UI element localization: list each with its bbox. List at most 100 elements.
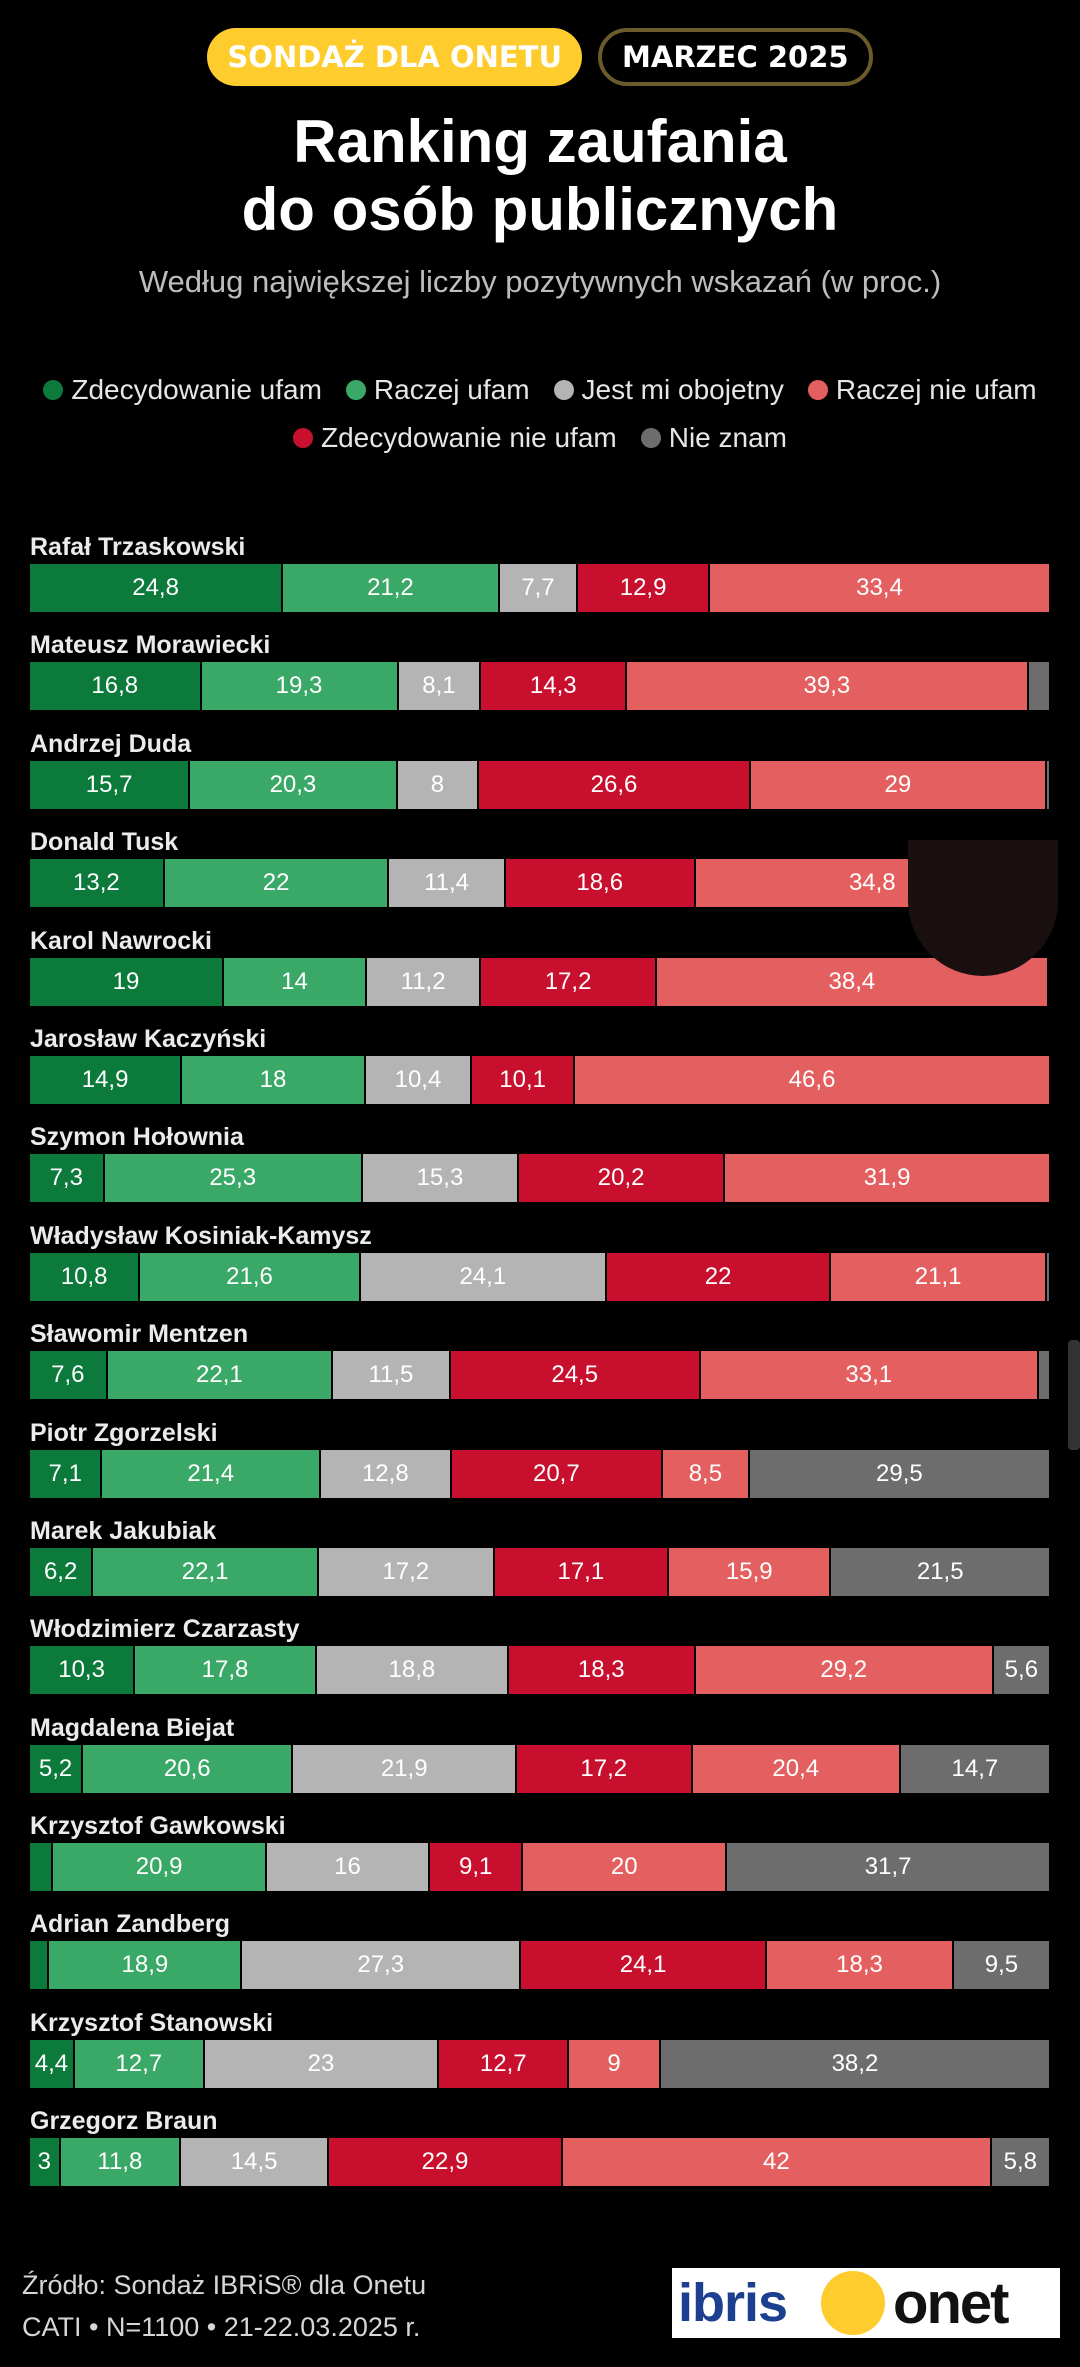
legend-dot-icon <box>293 428 313 448</box>
data-label: 17,1 <box>557 1557 605 1585</box>
bar-segment-trust: 21,4 <box>102 1449 321 1498</box>
data-label: 14,5 <box>230 2148 278 2176</box>
bar-segment-indifferent: 15,3 <box>362 1154 520 1203</box>
bar-segment-unknown: 14,7 <box>900 1744 1051 1793</box>
bar-segment-indifferent: 17,2 <box>318 1547 495 1596</box>
data-label: 15,7 <box>85 770 133 798</box>
legend-dot-icon <box>43 380 64 400</box>
header-badges: SONDAŻ DLA ONETU MARZEC 2025 <box>0 28 1080 86</box>
stacked-bar: 10,8 21,6 24,1 22 21,1 <box>30 1252 1051 1301</box>
data-label: 33,4 <box>856 574 903 601</box>
bar-segment-distrust: 29,2 <box>695 1646 994 1695</box>
bar-segment-distrust: 20,4 <box>692 1744 901 1793</box>
row-name-label: Marek Jakubiak <box>30 1516 217 1545</box>
data-label: 20,4 <box>772 1754 820 1782</box>
stacked-bar: 14,9 18 10,4 10,1 46,6 <box>30 1055 1051 1104</box>
data-label: 20,3 <box>269 770 317 798</box>
data-label: 20 <box>610 1853 638 1881</box>
legend-item-indifferent: Jest mi obojetny <box>553 374 784 406</box>
legend-label: Nie znam <box>668 422 787 453</box>
bar-segment-strong-distrust: 9,1 <box>430 1843 524 1892</box>
row-name-label: Piotr Zgorzelski <box>30 1418 218 1447</box>
bar-segment-distrust: 20 <box>523 1843 728 1892</box>
source-text: Źródło: Sondaż IBRiS® dla Onetu <box>22 2270 427 2300</box>
bar-segment-strong-trust: 7,1 <box>30 1449 103 1498</box>
chart-row: Szymon Hołownia 7,3 25,3 15,3 20,2 31,9 <box>30 1120 1051 1218</box>
stacked-bar: 20,9 16 9,1 20 31,7 <box>30 1843 1051 1892</box>
bar-segment-trust: 20,9 <box>53 1843 267 1892</box>
data-label: 17,8 <box>201 1656 249 1684</box>
data-label: 21,2 <box>367 574 414 601</box>
bar-segment-distrust: 8,5 <box>663 1449 750 1498</box>
chart-row: Adrian Zandberg 18,9 27,3 24,1 18,3 9,5 <box>30 1907 1051 2005</box>
bar-segment-trust: 18,9 <box>49 1941 243 1990</box>
data-label: 22 <box>262 869 290 897</box>
bar-segment-trust: 21,6 <box>140 1252 361 1301</box>
legend-label: Zdecydowanie nie ufam <box>321 422 617 453</box>
data-label: 29 <box>884 770 912 798</box>
bar-segment-strong-distrust: 12,7 <box>439 2039 570 2088</box>
row-name-label: Andrzej Duda <box>30 729 192 758</box>
survey-meta-text: CATI • N=1100 • 21-22.03.2025 r. <box>22 2312 421 2342</box>
chart-row: Donald Tusk 13,2 22 11,4 18,6 34,8 <box>30 825 1051 923</box>
onet-dot-icon <box>821 2271 886 2335</box>
legend-item-strong-distrust: Zdecydowanie nie ufam <box>293 422 617 454</box>
data-label: 20,9 <box>135 1853 183 1881</box>
row-name-label: Władysław Kosiniak-Kamysz <box>30 1221 372 1250</box>
data-label: 11,4 <box>424 869 470 897</box>
chart-row: Karol Nawrocki 19 14 11,2 17,2 38,4 <box>30 924 1051 1022</box>
logos-bar: ibris onet <box>672 2268 1060 2338</box>
data-label: 14,7 <box>951 1754 999 1782</box>
bar-segment-strong-trust: 4,4 <box>30 2039 75 2088</box>
bar-segment-strong-trust: 3 <box>30 2138 61 2187</box>
data-label: 18,9 <box>121 1951 169 1979</box>
ibris-logo: ibris <box>678 2273 788 2333</box>
data-label: 39,3 <box>803 672 851 700</box>
bar-segment-strong-distrust: 26,6 <box>479 760 751 809</box>
data-label: 13,2 <box>73 869 120 897</box>
row-name-label: Adrian Zandberg <box>30 1910 231 1939</box>
data-label: 20,7 <box>532 1459 580 1487</box>
data-label: 7,1 <box>48 1459 82 1487</box>
chart-row: Grzegorz Braun 3 11,8 14,5 22,9 42 5,8 <box>30 2104 1051 2202</box>
legend-label: Raczej ufam <box>373 374 530 405</box>
stacked-bar: 24,8 21,2 7,7 12,9 33,4 <box>30 564 1051 612</box>
bar-segment-trust: 20,6 <box>83 1744 294 1793</box>
chart-row: Krzysztof Stanowski 4,4 12,7 23 12,7 9 38,2 <box>30 2006 1051 2104</box>
legend-dot-icon <box>553 380 574 400</box>
bar-segment-strong-distrust: 18,3 <box>508 1646 696 1695</box>
data-label: 7,6 <box>51 1361 85 1389</box>
bar-segment-trust: 22,1 <box>93 1547 319 1596</box>
stacked-bar: 10,3 17,8 18,8 18,3 29,2 5,6 <box>30 1646 1051 1695</box>
bar-segment-unknown <box>1046 1252 1051 1301</box>
chart-row: Andrzej Duda 15,7 20,3 8 26,6 29 <box>30 727 1051 825</box>
chart-row: Mateusz Morawiecki 16,8 19,3 8,1 14,3 39,3 <box>30 628 1051 726</box>
bar-segment-unknown <box>1028 662 1051 711</box>
bar-segment-strong-distrust: 14,3 <box>481 662 628 711</box>
row-name-label: Grzegorz Braun <box>30 2107 218 2136</box>
bar-segment-unknown: 9,5 <box>953 1941 1051 1990</box>
data-label: 26,6 <box>590 770 638 798</box>
data-label: 10,1 <box>499 1065 546 1093</box>
bar-segment-distrust: 33,4 <box>709 564 1051 612</box>
chart-legend: Zdecydowanie ufam Raczej ufam Jest mi oboj… <box>30 374 1050 454</box>
data-label: 10,4 <box>394 1065 442 1093</box>
data-label: 24,1 <box>459 1262 507 1290</box>
bar-segment-strong-distrust: 20,2 <box>519 1154 726 1203</box>
bar-segment-indifferent: 10,4 <box>365 1055 473 1104</box>
overlay-shape <box>908 840 1058 976</box>
bar-segment-strong-distrust: 18,6 <box>505 859 696 908</box>
stacked-bar: 15,7 20,3 8 26,6 29 <box>30 760 1051 809</box>
data-label: 5,6 <box>1004 1656 1039 1684</box>
chart-row: Piotr Zgorzelski 7,1 21,4 12,8 20,7 8,5 29,5 <box>30 1416 1051 1514</box>
data-label: 24,5 <box>551 1361 599 1389</box>
bar-segment-unknown: 29,5 <box>749 1449 1051 1498</box>
data-label: 27,3 <box>357 1951 405 1979</box>
bar-segment-indifferent: 18,8 <box>316 1646 509 1695</box>
data-label: 7,3 <box>49 1164 83 1192</box>
stacked-bar: 13,2 22 11,4 18,6 34,8 <box>30 859 1051 908</box>
chart-row: Magdalena Biejat 5,2 20,6 21,9 17,2 20,4 14,7 <box>30 1711 1051 1809</box>
scrollbar[interactable] <box>1068 1340 1080 1450</box>
chart-row: Władysław Kosiniak-Kamysz 10,8 21,6 24,1 22 2… <box>30 1219 1051 1317</box>
data-label: 15,3 <box>416 1164 464 1192</box>
